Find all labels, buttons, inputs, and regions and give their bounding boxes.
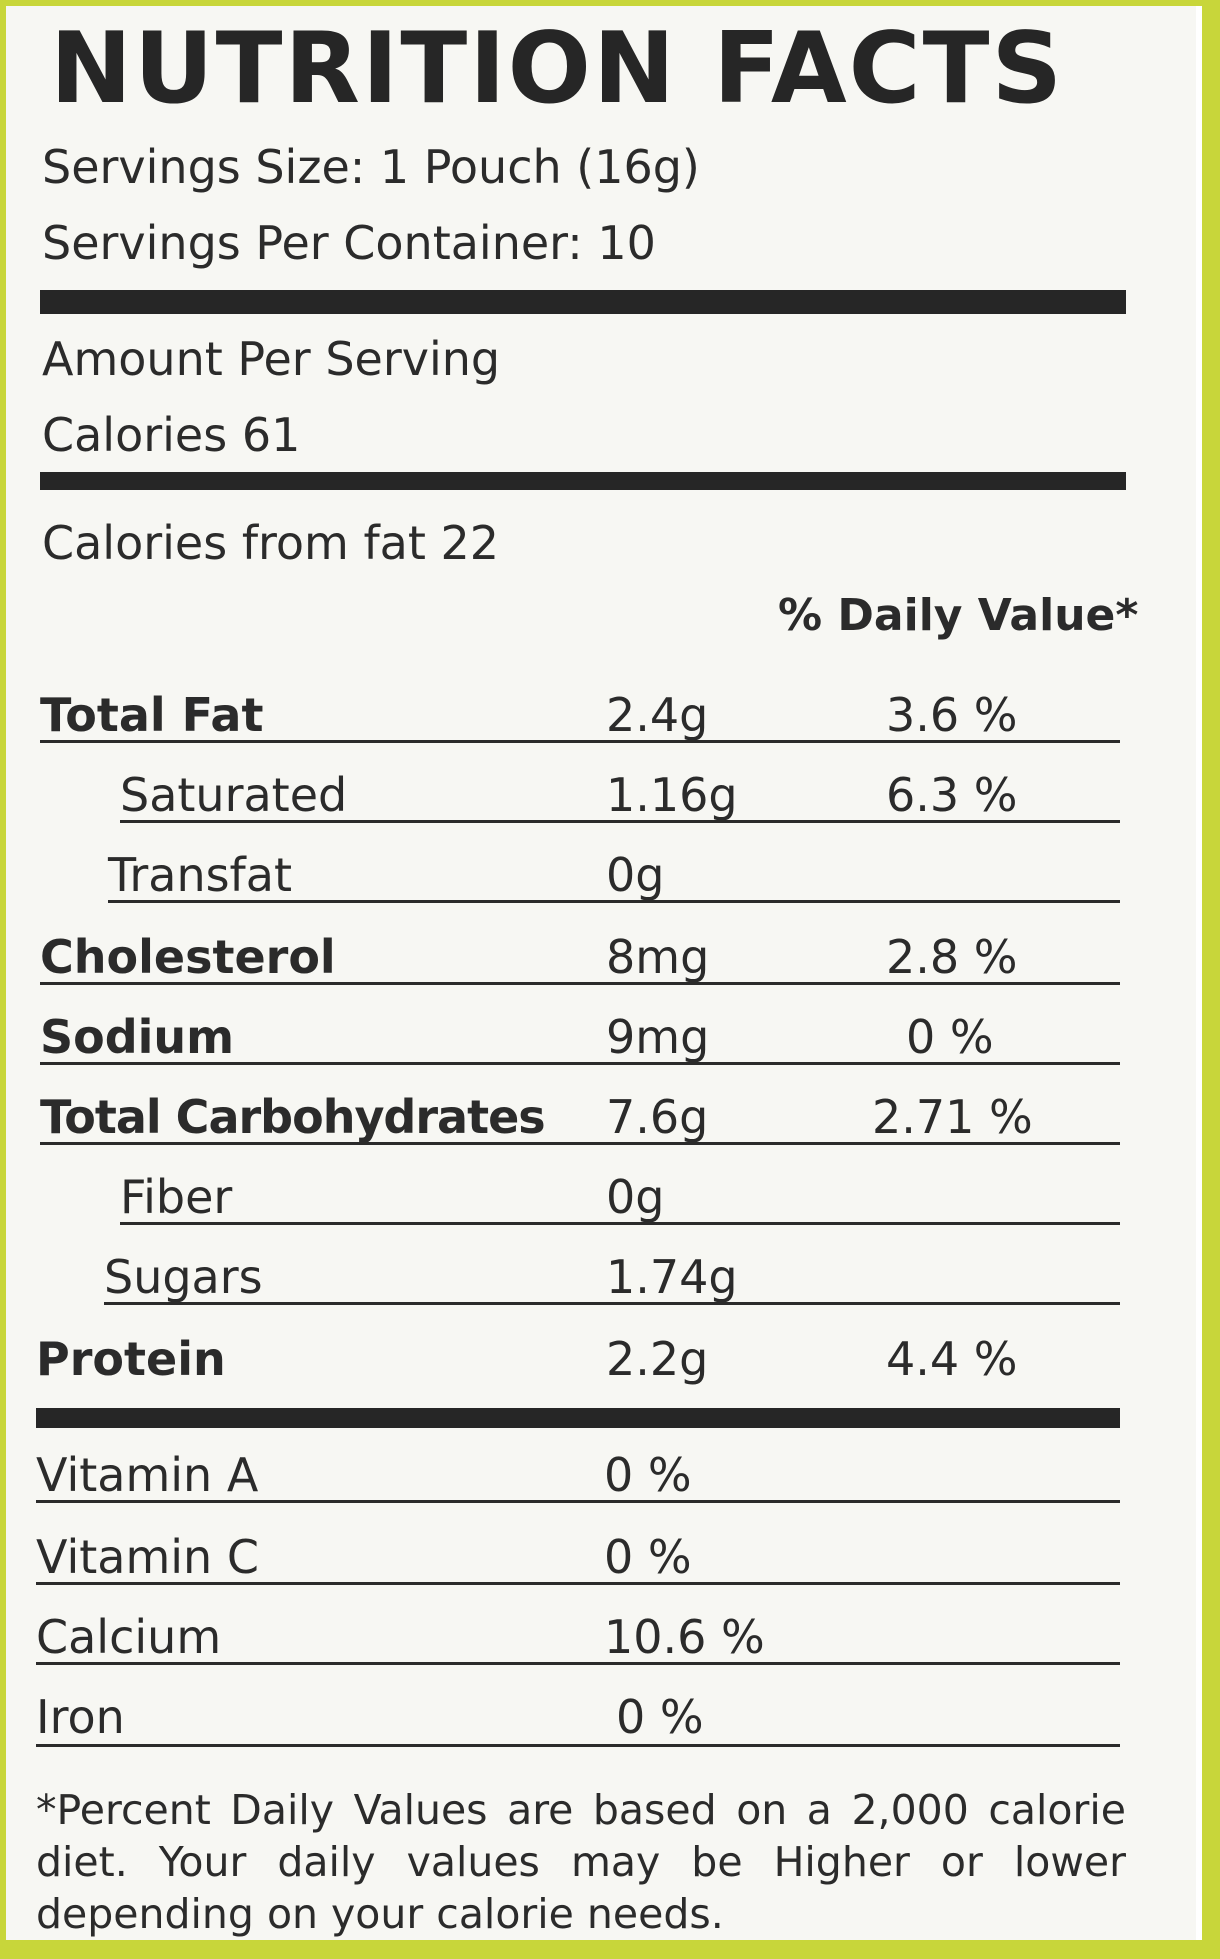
nutrient-name: Total Fat bbox=[40, 688, 264, 742]
calories-from-fat: Calories from fat 22 bbox=[42, 516, 500, 570]
nutrient-dv: 0 % bbox=[906, 1010, 994, 1064]
row-rule bbox=[120, 1222, 1120, 1225]
nutrient-amount: 7.6g bbox=[606, 1090, 709, 1144]
nutrient-dv: 2.8 % bbox=[886, 930, 1018, 984]
nutrient-dv: 4.4 % bbox=[886, 1332, 1018, 1386]
servings-per-container: Servings Per Container: 10 bbox=[42, 216, 656, 270]
vitamin-name: Vitamin A bbox=[36, 1448, 259, 1502]
vitamin-name: Calcium bbox=[36, 1610, 222, 1664]
vitamin-value: 0 % bbox=[616, 1690, 704, 1744]
calories: Calories 61 bbox=[42, 408, 301, 462]
nutrient-name: Fiber bbox=[120, 1170, 233, 1224]
footnote: *Percent Daily Values are based on a 2,0… bbox=[36, 1786, 1126, 1938]
divider-bar bbox=[40, 290, 1126, 314]
nutrient-amount: 0g bbox=[606, 848, 665, 902]
row-rule bbox=[40, 982, 1120, 985]
nutrient-amount: 2.2g bbox=[606, 1332, 709, 1386]
nutrient-name: Protein bbox=[36, 1332, 226, 1386]
row-rule bbox=[36, 1582, 1120, 1585]
nutrition-label: NUTRITION FACTS Servings Size: 1 Pouch (… bbox=[6, 6, 1202, 1940]
vitamin-name: Vitamin C bbox=[36, 1530, 259, 1584]
row-rule bbox=[40, 1142, 1120, 1145]
nutrient-amount: 1.74g bbox=[606, 1250, 738, 1304]
nutrient-name: Saturated bbox=[120, 768, 348, 822]
nutrient-dv: 6.3 % bbox=[886, 768, 1018, 822]
nutrient-amount: 9mg bbox=[606, 1010, 710, 1064]
vitamin-value: 0 % bbox=[604, 1448, 692, 1502]
nutrient-amount: 8mg bbox=[606, 930, 710, 984]
nutrient-name: Cholesterol bbox=[40, 930, 336, 984]
vitamin-name: Iron bbox=[36, 1690, 125, 1744]
nutrient-amount: 0g bbox=[606, 1170, 665, 1224]
nutrient-name: Total Carbohydrates bbox=[40, 1090, 546, 1144]
row-rule bbox=[36, 1500, 1120, 1503]
nutrient-name: Sodium bbox=[40, 1010, 235, 1064]
nutrient-amount: 2.4g bbox=[606, 688, 709, 742]
row-rule bbox=[36, 1744, 1120, 1747]
divider-bar bbox=[36, 1408, 1120, 1428]
divider-bar bbox=[40, 472, 1126, 490]
label-title: NUTRITION FACTS bbox=[50, 12, 1065, 126]
row-rule bbox=[108, 900, 1120, 903]
nutrient-name: Sugars bbox=[104, 1250, 263, 1304]
row-rule bbox=[120, 820, 1120, 823]
row-rule bbox=[40, 1062, 1120, 1065]
vitamin-value: 0 % bbox=[604, 1530, 692, 1584]
nutrient-amount: 1.16g bbox=[606, 768, 738, 822]
row-rule bbox=[36, 1662, 1120, 1665]
amount-per-serving: Amount Per Serving bbox=[42, 332, 501, 386]
nutrient-dv: 3.6 % bbox=[886, 688, 1018, 742]
row-rule bbox=[104, 1302, 1120, 1305]
row-rule bbox=[40, 740, 1120, 743]
daily-value-header: % Daily Value* bbox=[778, 590, 1139, 641]
serving-size: Servings Size: 1 Pouch (16g) bbox=[42, 140, 700, 194]
nutrient-name: Transfat bbox=[108, 848, 292, 902]
vitamin-value: 10.6 % bbox=[604, 1610, 765, 1664]
nutrient-dv: 2.71 % bbox=[872, 1090, 1033, 1144]
